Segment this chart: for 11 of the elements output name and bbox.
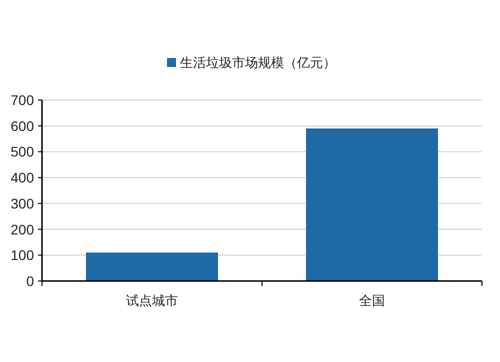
y-tick-label: 700 bbox=[10, 92, 34, 108]
y-tick-label: 200 bbox=[10, 221, 34, 238]
y-tick-label: 0 bbox=[26, 273, 34, 289]
x-tick-label: 全国 bbox=[359, 293, 385, 308]
y-tick-label: 500 bbox=[10, 144, 34, 160]
y-tick-label: 100 bbox=[10, 247, 34, 264]
x-tick-label: 试点城市 bbox=[126, 293, 178, 308]
legend-label: 生活垃圾市场规模（亿元） bbox=[180, 55, 336, 70]
y-tick-label: 300 bbox=[10, 195, 34, 212]
y-tick-label: 600 bbox=[10, 118, 34, 134]
y-tick-label: 400 bbox=[10, 170, 34, 186]
